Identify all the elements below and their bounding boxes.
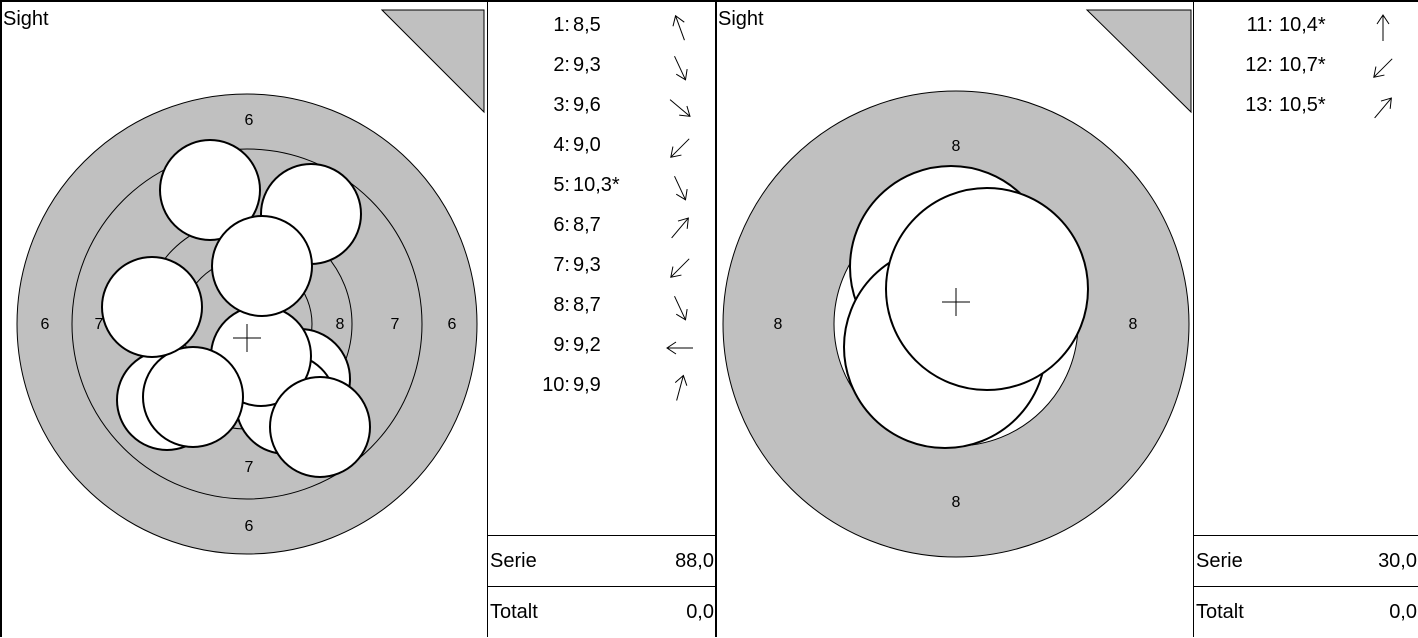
direction-arrow-icon: [671, 217, 689, 239]
ring-label-right: 8: [1129, 316, 1138, 333]
direction-arrow-icon: [669, 99, 691, 117]
direction-arrow-icon: [1373, 58, 1393, 78]
ring-label-left-inner: 7: [95, 316, 104, 333]
shot-row: 3: 9,6: [488, 88, 715, 128]
shot-row: 9: 9,2: [488, 328, 715, 368]
direction-arrow-icon: [670, 258, 690, 278]
shot-number: 6:: [553, 214, 570, 236]
shot-number: 8:: [553, 294, 570, 316]
shot-hole: [101, 256, 203, 358]
sight-label: Sight: [718, 8, 764, 30]
ring-7: [71, 148, 423, 500]
shot-hole: [142, 346, 244, 448]
ring-label-bottom-seven: 7: [245, 459, 254, 476]
target-2: 8 8 8 8: [722, 9, 1192, 558]
direction-arrow-icon: [666, 341, 693, 355]
shot-row: 6: 8,7: [488, 208, 715, 248]
shot-row: 7: 9,3: [488, 248, 715, 288]
ring-label-left-outer: 6: [41, 316, 50, 333]
totalt-row: Totalt 0,0: [488, 586, 715, 638]
shot-number: 4:: [553, 134, 570, 156]
serie-row: Serie 30,0: [1194, 535, 1418, 587]
ring-label-top: 8: [952, 138, 961, 155]
shot-number: 1:: [553, 14, 570, 36]
shot-row: 1: 8,5: [488, 8, 715, 48]
ring-label-bottom: 6: [245, 518, 254, 535]
shot-number: 7:: [553, 254, 570, 276]
totalt-value: 0,0: [686, 601, 714, 623]
shot-score: 8,7: [573, 214, 601, 236]
shot-score: 8,7: [573, 294, 601, 316]
sight-corner-triangle: [1085, 9, 1192, 114]
sight-label: Sight: [3, 8, 49, 30]
shot-hole: [269, 376, 371, 478]
serie-value: 88,0: [675, 550, 714, 572]
ring-label-bottom: 8: [952, 494, 961, 511]
direction-arrow-icon: [674, 56, 688, 81]
sight-corner-triangle: [380, 9, 485, 114]
shot-hole: [211, 215, 313, 317]
direction-arrow-icon: [1376, 14, 1390, 41]
serie-label: Serie: [490, 550, 537, 572]
shot-score: 10,5*: [1279, 94, 1326, 116]
shot-score: 9,2: [573, 334, 601, 356]
shot-list-panel-2: 11: 10,4* 12: 10,7* 13: 10,5* Serie 30,0 Tota…: [1193, 0, 1418, 637]
serie-label: Serie: [1196, 550, 1243, 572]
shot-row: 10: 9,9: [488, 368, 715, 408]
shot-row: 4: 9,0: [488, 128, 715, 168]
ring-label-right-inner: 7: [391, 316, 400, 333]
shot-number: 13:: [1245, 94, 1273, 116]
shot-score: 9,3: [573, 254, 601, 276]
ring-label-top: 6: [245, 112, 254, 129]
shot-score: 10,4*: [1279, 14, 1326, 36]
ring-label-right-outer: 6: [448, 316, 457, 333]
target-1: 6 6 6 6 7 7 8 7: [16, 9, 485, 555]
shot-number: 10:: [542, 374, 570, 396]
center-cross: [942, 288, 970, 316]
totalt-label: Totalt: [1196, 601, 1244, 623]
center-cross: [233, 324, 261, 352]
target-panel-1: 6 6 6 6 7 7 8 7 Sight: [0, 0, 487, 637]
ring-label-left: 8: [774, 316, 783, 333]
direction-arrow-icon: [674, 296, 688, 321]
shot-row: 2: 9,3: [488, 48, 715, 88]
shot-score: 9,0: [573, 134, 601, 156]
shot-score: 8,5: [573, 14, 601, 36]
target-panel-2: 8 8 8 8 Sight: [715, 0, 1193, 637]
serie-value: 30,0: [1378, 550, 1417, 572]
shot-number: 3:: [553, 94, 570, 116]
shot-list-panel-1: 1: 8,5 2: 9,3 3: 9,6 4: 9,0 5: 10,3* 6: 8,7 7: 9,3 8: 8…: [487, 0, 715, 637]
shot-hole: [885, 187, 1089, 391]
shot-number: 5:: [553, 174, 570, 196]
shot-score: 10,7*: [1279, 54, 1326, 76]
shot-number: 12:: [1245, 54, 1273, 76]
shot-number: 9:: [553, 334, 570, 356]
direction-arrow-icon: [674, 176, 688, 201]
shot-number: 2:: [553, 54, 570, 76]
shot-row: 5: 10,3*: [488, 168, 715, 208]
shot-score: 9,6: [573, 94, 601, 116]
shot-row: 11: 10,4*: [1194, 8, 1418, 48]
shot-score: 10,3*: [573, 174, 620, 196]
shot-row: 8: 8,7: [488, 288, 715, 328]
direction-arrow-icon: [1374, 97, 1392, 119]
shot-hole: [159, 139, 261, 241]
shot-number: 11:: [1246, 14, 1273, 36]
direction-arrow-icon: [670, 138, 690, 158]
direction-arrow-icon: [672, 14, 685, 41]
totalt-label: Totalt: [490, 601, 538, 623]
ring-label-right-eight: 8: [336, 316, 345, 333]
shot-score: 9,9: [573, 374, 601, 396]
serie-row: Serie 88,0: [488, 535, 715, 587]
shot-score: 9,3: [573, 54, 601, 76]
shot-row: 13: 10,5*: [1194, 88, 1418, 128]
totalt-row: Totalt 0,0: [1194, 586, 1418, 638]
shot-row: 12: 10,7*: [1194, 48, 1418, 88]
direction-arrow-icon: [674, 374, 688, 401]
totalt-value: 0,0: [1389, 601, 1417, 623]
